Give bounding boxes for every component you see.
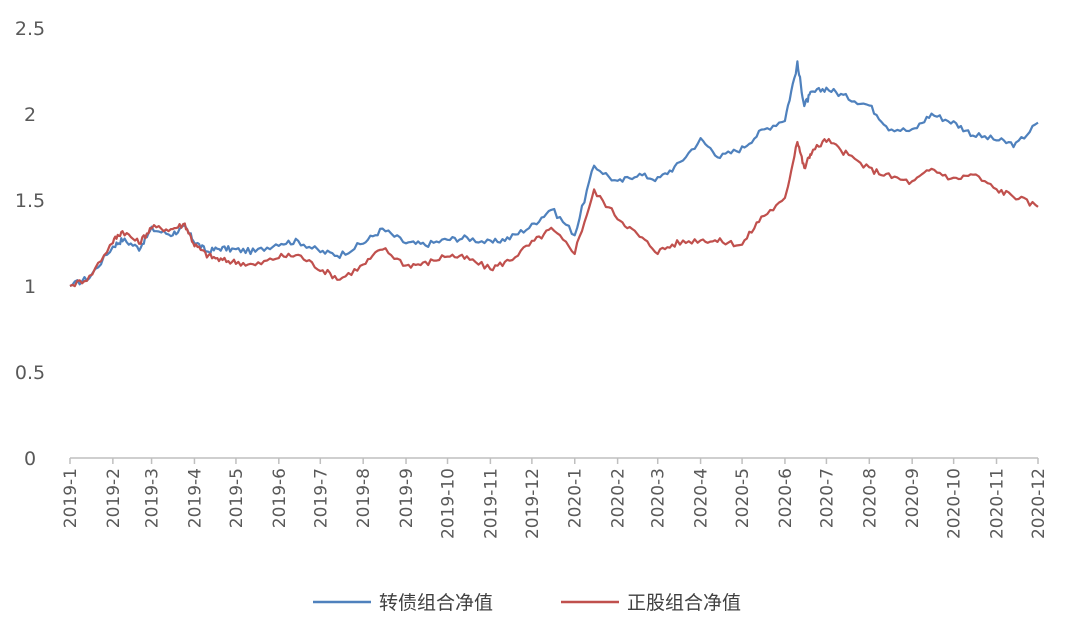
x-tick-label: 2019-12 [523, 468, 543, 539]
x-tick-label: 2020-2 [609, 468, 629, 528]
y-tick-label: 0 [24, 448, 36, 470]
legend-label-1: 转债组合净值 [379, 592, 493, 614]
x-tick-label: 2020-10 [945, 468, 965, 539]
y-tick-label: 1 [24, 276, 36, 298]
x-tick-label: 2019-5 [227, 468, 247, 528]
x-tick-label: 2019-3 [143, 468, 163, 528]
x-tick-label: 2019-8 [354, 468, 374, 528]
series-line-2 [69, 138, 1039, 288]
plot-area [69, 60, 1039, 288]
y-tick-label: 2.5 [15, 18, 45, 40]
x-tick-label: 2019-6 [270, 468, 290, 528]
series-line-1 [69, 60, 1039, 287]
x-tick-label: 2020-1 [566, 468, 586, 528]
y-axis: 0 0.5 1 1.5 2 2.5 [15, 18, 45, 470]
y-tick-label: 2 [24, 104, 36, 126]
x-tick-label: 2020-12 [1029, 468, 1049, 539]
legend-label-2: 正股组合净值 [627, 592, 741, 614]
x-tick-label: 2020-11 [988, 468, 1008, 539]
x-tick-label: 2019-11 [481, 468, 501, 539]
legend: 转债组合净值 正股组合净值 [313, 592, 741, 614]
x-tick-label: 2019-9 [397, 468, 417, 528]
x-tick-label: 2019-10 [439, 468, 459, 539]
x-tick-label: 2020-5 [733, 468, 753, 528]
x-tick-label: 2020-7 [817, 468, 837, 528]
y-tick-label: 0.5 [15, 362, 45, 384]
x-tick-label: 2019-7 [311, 468, 331, 528]
y-tick-label: 1.5 [15, 190, 45, 212]
x-tick-label: 2019-2 [104, 468, 124, 528]
x-tick-label: 2019-4 [185, 468, 205, 528]
x-tick-label: 2020-6 [776, 468, 796, 528]
x-tick-label: 2020-8 [860, 468, 880, 528]
x-tick-label: 2019-1 [61, 468, 81, 528]
x-tick-label: 2020-3 [649, 468, 669, 528]
x-tick-label: 2020-4 [692, 468, 712, 528]
x-tick-label: 2020-9 [903, 468, 923, 528]
x-axis: 2019-1 2019-2 2019-3 2019-4 2019-5 2019-6 2019… [61, 457, 1049, 539]
